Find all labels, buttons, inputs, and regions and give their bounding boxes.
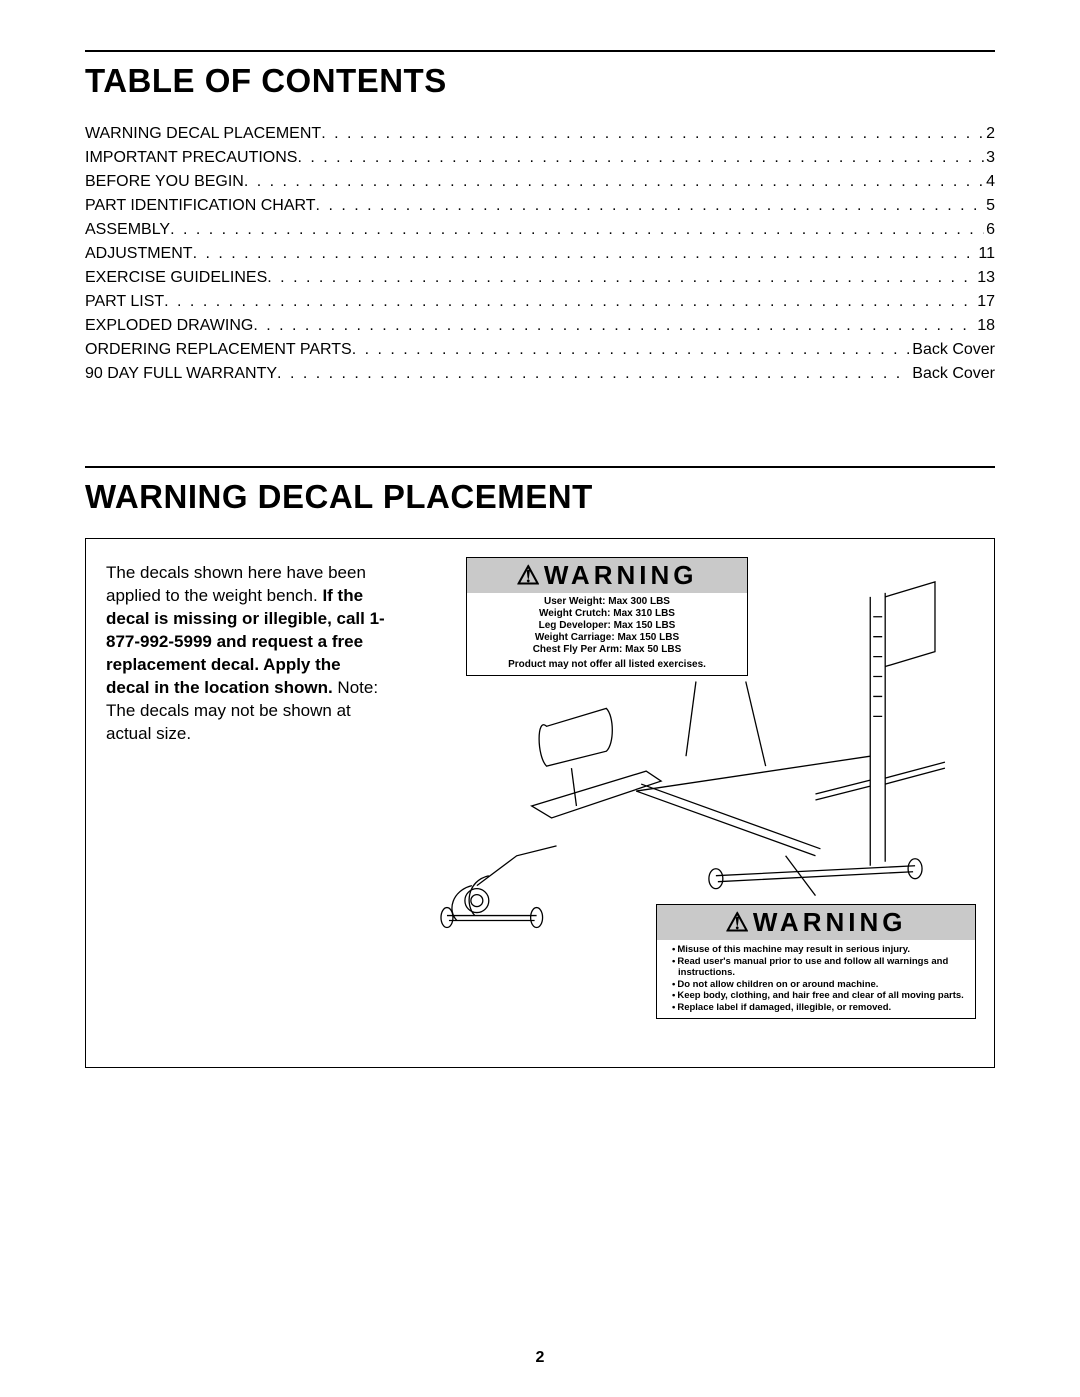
section-rule-middle bbox=[85, 466, 995, 468]
toc-page: 5 bbox=[984, 194, 995, 218]
toc-leader-dots bbox=[352, 338, 911, 362]
toc-row: ADJUSTMENT 11 bbox=[85, 242, 995, 266]
toc-page: Back Cover bbox=[910, 362, 995, 386]
warning-bottom-item: Keep body, clothing, and hair free and c… bbox=[672, 990, 969, 1002]
warning-top-line: Chest Fly Per Arm: Max 50 LBS bbox=[475, 644, 739, 656]
toc-row: BEFORE YOU BEGIN 4 bbox=[85, 170, 995, 194]
toc-row: EXERCISE GUIDELINES 13 bbox=[85, 266, 995, 290]
toc-leader-dots bbox=[277, 362, 910, 386]
warning-top-heading: ⚠WARNING bbox=[467, 558, 747, 593]
toc-row: ORDERING REPLACEMENT PARTS Back Cover bbox=[85, 338, 995, 362]
toc-row: 90 DAY FULL WARRANTY Back Cover bbox=[85, 362, 995, 386]
warning-triangle-icon: ⚠ bbox=[726, 907, 753, 937]
toc-page: 3 bbox=[984, 146, 995, 170]
warning-top-line: Leg Developer: Max 150 LBS bbox=[475, 620, 739, 632]
warning-bottom-heading: ⚠WARNING bbox=[657, 905, 975, 940]
toc-leader-dots bbox=[321, 122, 984, 146]
page-number: 2 bbox=[0, 1349, 1080, 1367]
toc-page: 6 bbox=[984, 218, 995, 242]
section-rule-top bbox=[85, 50, 995, 52]
toc-leader-dots bbox=[244, 170, 984, 194]
warning-top-heading-text: WARNING bbox=[544, 560, 698, 590]
warning-bottom-item: Read user's manual prior to use and foll… bbox=[672, 956, 969, 979]
warning-triangle-icon: ⚠ bbox=[517, 560, 544, 590]
warning-bottom-item: Misuse of this machine may result in ser… bbox=[672, 944, 969, 956]
toc-row: ASSEMBLY 6 bbox=[85, 218, 995, 242]
toc-leader-dots bbox=[297, 146, 984, 170]
toc-row: PART IDENTIFICATION CHART 5 bbox=[85, 194, 995, 218]
toc-label: WARNING DECAL PLACEMENT bbox=[85, 122, 321, 146]
toc-label: PART LIST bbox=[85, 290, 164, 314]
toc-leader-dots bbox=[170, 218, 984, 242]
warning-bottom-item: Replace label if damaged, illegible, or … bbox=[672, 1002, 969, 1014]
toc-label: ASSEMBLY bbox=[85, 218, 170, 242]
toc-title: TABLE OF CONTENTS bbox=[85, 62, 995, 100]
toc-page: 11 bbox=[976, 242, 995, 266]
toc-leader-dots bbox=[164, 290, 975, 314]
page: TABLE OF CONTENTS WARNING DECAL PLACEMEN… bbox=[0, 0, 1080, 1397]
warning-bottom-heading-text: WARNING bbox=[753, 907, 907, 937]
warning-decal-top: ⚠WARNING User Weight: Max 300 LBS Weight… bbox=[466, 557, 748, 676]
toc-label: ORDERING REPLACEMENT PARTS bbox=[85, 338, 352, 362]
toc-row: IMPORTANT PRECAUTIONS 3 bbox=[85, 146, 995, 170]
warning-decal-bottom: ⚠WARNING Misuse of this machine may resu… bbox=[656, 904, 976, 1019]
warning-top-footer: Product may not offer all listed exercis… bbox=[475, 659, 739, 671]
toc-list: WARNING DECAL PLACEMENT 2IMPORTANT PRECA… bbox=[85, 122, 995, 386]
toc-label: EXPLODED DRAWING bbox=[85, 314, 253, 338]
toc-row: WARNING DECAL PLACEMENT 2 bbox=[85, 122, 995, 146]
warning-top-line: User Weight: Max 300 LBS bbox=[475, 596, 739, 608]
warning-bottom-body: Misuse of this machine may result in ser… bbox=[657, 940, 975, 1018]
toc-page: 18 bbox=[975, 314, 995, 338]
toc-page: Back Cover bbox=[910, 338, 995, 362]
toc-leader-dots bbox=[316, 194, 985, 218]
warning-bottom-item: Do not allow children on or around machi… bbox=[672, 979, 969, 991]
warning-top-line: Weight Carriage: Max 150 LBS bbox=[475, 632, 739, 644]
toc-leader-dots bbox=[267, 266, 975, 290]
toc-label: EXERCISE GUIDELINES bbox=[85, 266, 267, 290]
decal-instruction-text: The decals shown here have been applied … bbox=[106, 561, 388, 745]
toc-leader-dots bbox=[253, 314, 975, 338]
toc-label: BEFORE YOU BEGIN bbox=[85, 170, 244, 194]
decal-section-title: WARNING DECAL PLACEMENT bbox=[85, 478, 995, 516]
toc-label: ADJUSTMENT bbox=[85, 242, 193, 266]
toc-label: 90 DAY FULL WARRANTY bbox=[85, 362, 277, 386]
warning-top-body: User Weight: Max 300 LBS Weight Crutch: … bbox=[467, 593, 747, 675]
toc-leader-dots bbox=[193, 242, 977, 266]
toc-page: 2 bbox=[984, 122, 995, 146]
toc-label: PART IDENTIFICATION CHART bbox=[85, 194, 316, 218]
toc-page: 17 bbox=[975, 290, 995, 314]
toc-page: 13 bbox=[975, 266, 995, 290]
toc-label: IMPORTANT PRECAUTIONS bbox=[85, 146, 297, 170]
toc-row: EXPLODED DRAWING 18 bbox=[85, 314, 995, 338]
decal-placement-box: The decals shown here have been applied … bbox=[85, 538, 995, 1068]
warning-top-line: Weight Crutch: Max 310 LBS bbox=[475, 608, 739, 620]
toc-page: 4 bbox=[984, 170, 995, 194]
toc-row: PART LIST 17 bbox=[85, 290, 995, 314]
bench-figure: ⚠WARNING User Weight: Max 300 LBS Weight… bbox=[396, 557, 976, 1049]
